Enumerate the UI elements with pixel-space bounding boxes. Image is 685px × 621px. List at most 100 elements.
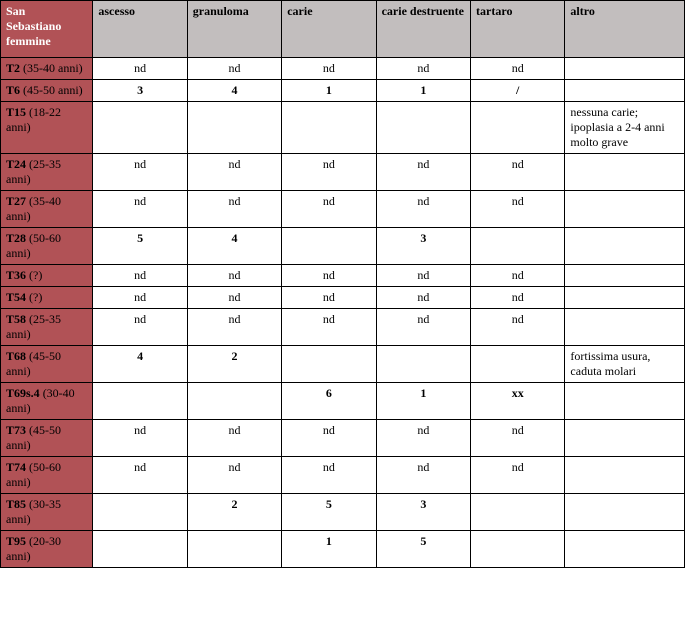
table-row: T27 (35-40 anni)ndndndndnd bbox=[1, 191, 685, 228]
table-row: T36 (?)ndndndndnd bbox=[1, 265, 685, 287]
data-cell: nd bbox=[471, 420, 565, 457]
altro-cell bbox=[565, 154, 685, 191]
data-cell: nd bbox=[471, 58, 565, 80]
table-row: T54 (?)ndndndndnd bbox=[1, 287, 685, 309]
data-cell: nd bbox=[376, 265, 470, 287]
data-cell: nd bbox=[282, 309, 376, 346]
col-header-carie: carie bbox=[282, 1, 376, 58]
row-label: T73 (45-50 anni) bbox=[1, 420, 93, 457]
altro-cell bbox=[565, 265, 685, 287]
col-header-altro: altro bbox=[565, 1, 685, 58]
table-row: T28 (50-60 anni)54 3 bbox=[1, 228, 685, 265]
row-code: T73 bbox=[6, 423, 26, 437]
row-code: T54 bbox=[6, 290, 26, 304]
data-cell: nd bbox=[187, 265, 281, 287]
col-header-granuloma: granuloma bbox=[187, 1, 281, 58]
row-label: T74 (50-60 anni) bbox=[1, 457, 93, 494]
row-header-line2: Sebastiano bbox=[6, 19, 61, 33]
data-cell: 2 bbox=[187, 346, 281, 383]
data-cell: 4 bbox=[187, 80, 281, 102]
data-cell: 6 bbox=[282, 383, 376, 420]
row-age: (45-50 anni) bbox=[20, 83, 83, 97]
header-row: San Sebastiano femmine ascesso granuloma… bbox=[1, 1, 685, 58]
data-cell: nd bbox=[282, 265, 376, 287]
data-cell bbox=[282, 102, 376, 154]
data-cell: nd bbox=[187, 191, 281, 228]
data-cell bbox=[471, 346, 565, 383]
data-cell: nd bbox=[471, 154, 565, 191]
data-cell: nd bbox=[187, 154, 281, 191]
col-header-tartaro: tartaro bbox=[471, 1, 565, 58]
altro-cell bbox=[565, 457, 685, 494]
row-code: T27 bbox=[6, 194, 26, 208]
row-code: T6 bbox=[6, 83, 20, 97]
data-cell bbox=[187, 531, 281, 568]
row-label: T2 (35-40 anni) bbox=[1, 58, 93, 80]
row-label: T15 (18-22 anni) bbox=[1, 102, 93, 154]
data-cell: nd bbox=[376, 287, 470, 309]
data-cell: 5 bbox=[282, 494, 376, 531]
row-label: T69s.4 (30-40 anni) bbox=[1, 383, 93, 420]
altro-cell bbox=[565, 80, 685, 102]
data-cell: nd bbox=[471, 191, 565, 228]
data-cell: nd bbox=[471, 265, 565, 287]
altro-cell bbox=[565, 531, 685, 568]
row-header-line1: San bbox=[6, 4, 25, 18]
data-cell: 1 bbox=[282, 80, 376, 102]
altro-cell bbox=[565, 420, 685, 457]
altro-cell bbox=[565, 228, 685, 265]
data-cell: 5 bbox=[93, 228, 187, 265]
data-cell: nd bbox=[471, 309, 565, 346]
table-row: T74 (50-60 anni)ndndndndnd bbox=[1, 457, 685, 494]
data-cell bbox=[471, 228, 565, 265]
table-row: T73 (45-50 anni)ndndndndnd bbox=[1, 420, 685, 457]
row-code: T28 bbox=[6, 231, 26, 245]
data-cell bbox=[93, 383, 187, 420]
altro-cell bbox=[565, 494, 685, 531]
row-label: T28 (50-60 anni) bbox=[1, 228, 93, 265]
table-row: T6 (45-50 anni)3411/ bbox=[1, 80, 685, 102]
data-cell: nd bbox=[282, 287, 376, 309]
data-cell: nd bbox=[187, 287, 281, 309]
row-age: (?) bbox=[26, 290, 42, 304]
data-cell: / bbox=[471, 80, 565, 102]
data-cell: nd bbox=[376, 58, 470, 80]
altro-cell bbox=[565, 58, 685, 80]
data-cell bbox=[93, 531, 187, 568]
data-cell: 4 bbox=[187, 228, 281, 265]
row-code: T15 bbox=[6, 105, 26, 119]
data-cell: nd bbox=[187, 420, 281, 457]
data-cell bbox=[471, 102, 565, 154]
altro-cell bbox=[565, 191, 685, 228]
row-label: T54 (?) bbox=[1, 287, 93, 309]
table-row: T69s.4 (30-40 anni)61xx bbox=[1, 383, 685, 420]
table-row: T58 (25-35 anni)ndndndndnd bbox=[1, 309, 685, 346]
data-cell: nd bbox=[187, 58, 281, 80]
data-cell bbox=[376, 346, 470, 383]
data-cell bbox=[471, 494, 565, 531]
data-cell: nd bbox=[187, 457, 281, 494]
data-cell: 3 bbox=[376, 228, 470, 265]
row-label: T6 (45-50 anni) bbox=[1, 80, 93, 102]
data-cell: nd bbox=[93, 309, 187, 346]
table-row: T95 (20-30 anni)15 bbox=[1, 531, 685, 568]
col-header-carie-destruente: carie destruente bbox=[376, 1, 470, 58]
table-row: T85 (30-35 anni)253 bbox=[1, 494, 685, 531]
table-row: T68 (45-50 anni)42fortissima usura, cadu… bbox=[1, 346, 685, 383]
data-cell bbox=[282, 228, 376, 265]
row-label: T58 (25-35 anni) bbox=[1, 309, 93, 346]
data-table: San Sebastiano femmine ascesso granuloma… bbox=[0, 0, 685, 568]
data-cell: nd bbox=[376, 154, 470, 191]
data-cell bbox=[93, 102, 187, 154]
row-code: T74 bbox=[6, 460, 26, 474]
col-header-ascesso: ascesso bbox=[93, 1, 187, 58]
row-label: T36 (?) bbox=[1, 265, 93, 287]
row-label: T27 (35-40 anni) bbox=[1, 191, 93, 228]
altro-cell: nessuna carie; ipoplasia a 2-4 anni molt… bbox=[565, 102, 685, 154]
data-cell: nd bbox=[471, 457, 565, 494]
data-cell: 1 bbox=[376, 383, 470, 420]
data-cell: nd bbox=[282, 58, 376, 80]
row-age: (35-40 anni) bbox=[20, 61, 83, 75]
data-cell: nd bbox=[93, 191, 187, 228]
data-cell bbox=[93, 494, 187, 531]
